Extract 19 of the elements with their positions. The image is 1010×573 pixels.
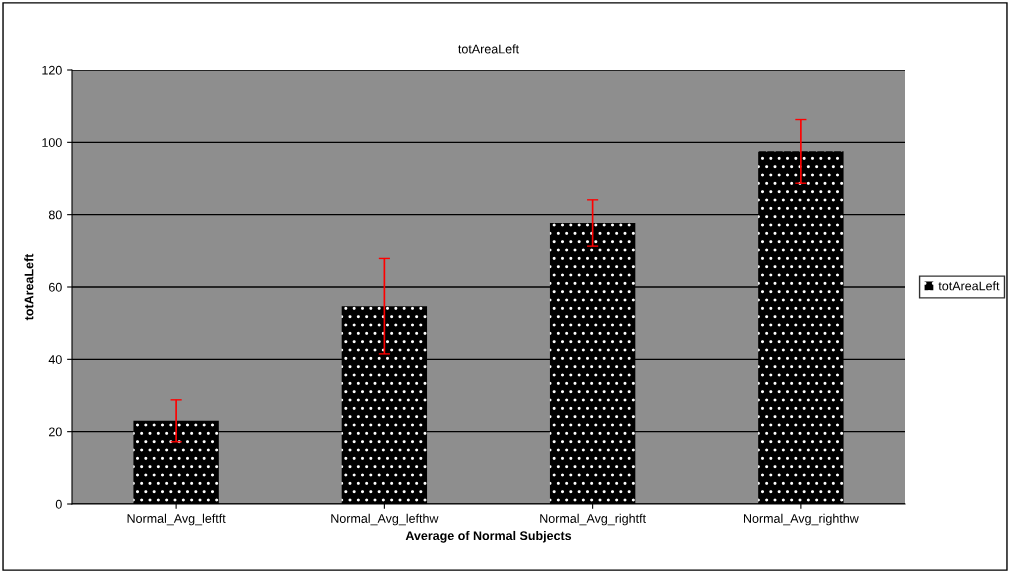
- x-tick-label: Normal_Avg_righthw: [744, 513, 859, 526]
- x-tick-label: Normal_Avg_rightft: [540, 513, 646, 526]
- x-axis-title: Average of Normal Subjects: [405, 530, 572, 543]
- y-axis-title: totAreaLeft: [24, 253, 34, 321]
- y-tick-label: 120: [42, 65, 62, 75]
- bar: [758, 151, 844, 504]
- bar: [549, 222, 636, 504]
- y-tick-label: 0: [55, 499, 62, 509]
- y-tick-label: 60: [49, 282, 62, 292]
- bar: [133, 420, 219, 504]
- y-tick-label: 80: [48, 210, 62, 220]
- y-tick-label: 100: [42, 138, 62, 147]
- x-tick-label: Normal_Avg_lefthw: [331, 513, 439, 526]
- chart-title: totAreaLeft: [458, 44, 519, 54]
- legend-label: totAreaLeft: [938, 281, 1000, 291]
- bar: [341, 306, 428, 504]
- y-tick-label: 20: [49, 427, 62, 437]
- y-tick-label: 40: [48, 355, 62, 364]
- x-tick-label: Normal_Avg_leftft: [127, 513, 226, 526]
